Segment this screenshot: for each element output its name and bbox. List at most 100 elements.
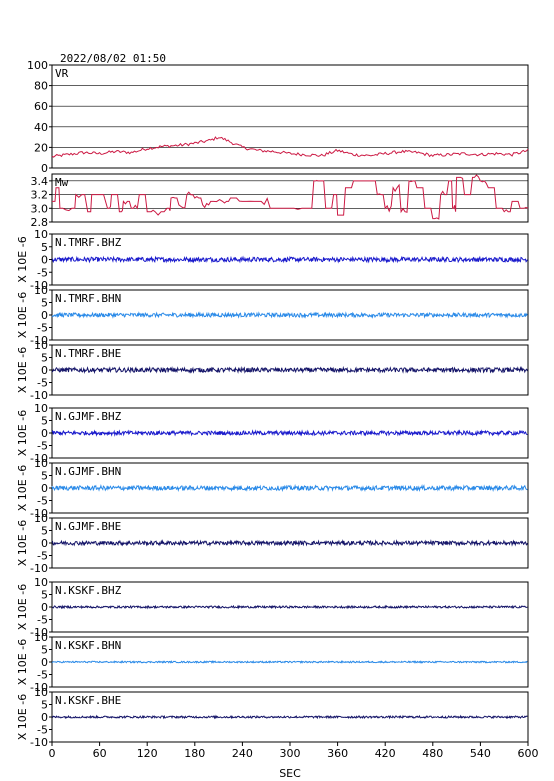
y-tick-label: 5 (41, 470, 48, 483)
series-line-kskf-bhz (51, 604, 528, 610)
x-tick-label: 180 (184, 747, 205, 760)
y-tick-label: -5 (37, 724, 48, 737)
x-axis-label: SEC (279, 767, 301, 780)
panel-label: N.GJMF.BHN (55, 465, 121, 478)
y-tick-label: 0 (41, 711, 48, 724)
y-tick-label: -10 (30, 507, 48, 520)
panel-label: N.KSKF.BHN (55, 639, 121, 652)
y-tick-label: -10 (30, 279, 48, 292)
y-axis-label: X 10E -6 (16, 639, 29, 685)
y-tick-label: -10 (30, 334, 48, 347)
series-line-gjmf-bhz (51, 429, 528, 437)
y-tick-label: 10 (34, 402, 48, 415)
x-tick-label: 540 (470, 747, 491, 760)
y-tick-label: -5 (37, 440, 48, 453)
y-axis-label: X 10E -6 (16, 236, 29, 282)
panel-label: N.TMRF.BHZ (55, 236, 122, 249)
y-tick-label: -10 (30, 626, 48, 639)
y-tick-label: -5 (37, 550, 48, 563)
x-tick-label: 360 (327, 747, 348, 760)
x-tick-label: 420 (375, 747, 396, 760)
series-line-mw (52, 174, 529, 220)
panel-label: Mw (55, 176, 69, 189)
y-tick-label: 0 (41, 537, 48, 550)
y-tick-label: 0 (41, 656, 48, 669)
panel-label: VR (55, 67, 69, 80)
y-tick-label: -5 (37, 377, 48, 390)
y-tick-label: 0 (41, 309, 48, 322)
y-axis-label: X 10E -6 (16, 347, 29, 393)
y-axis-label: X 10E -6 (16, 410, 29, 456)
y-tick-label: 0 (41, 601, 48, 614)
panel-frame (51, 64, 529, 169)
y-tick-label: -10 (30, 736, 48, 749)
x-tick-label: 60 (93, 747, 107, 760)
x-tick-label: 480 (422, 747, 443, 760)
y-tick-label: 40 (34, 121, 48, 134)
x-tick-label: 600 (518, 747, 539, 760)
panel-mw: 2.83.03.23.4 Mw (31, 173, 529, 229)
y-axis-label: X 10E -6 (16, 292, 29, 338)
series-line-gjmf-bhe (51, 539, 528, 547)
y-tick-label: -10 (30, 389, 48, 402)
y-tick-label: 10 (34, 631, 48, 644)
y-tick-label: 10 (34, 512, 48, 525)
y-tick-label: 5 (41, 589, 48, 602)
y-tick-label: -5 (37, 322, 48, 335)
y-axis-label: X 10E -6 (16, 520, 29, 566)
y-tick-label: -10 (30, 452, 48, 465)
y-tick-label: 0 (41, 254, 48, 267)
y-tick-label: 10 (34, 576, 48, 589)
panel-label: N.KSKF.BHE (55, 694, 121, 707)
x-tick-label: 300 (280, 747, 301, 760)
y-tick-label: -5 (37, 495, 48, 508)
y-tick-label: 20 (34, 141, 48, 154)
x-tick-label: 120 (137, 747, 158, 760)
series-line-tmrf-bhe (51, 365, 528, 375)
panel-label: N.TMRF.BHN (55, 292, 121, 305)
y-tick-label: 0 (41, 162, 48, 175)
y-tick-label: 5 (41, 241, 48, 254)
y-tick-label: -5 (37, 614, 48, 627)
series-line-kskf-bhe (51, 714, 528, 720)
y-axis-label: X 10E -6 (16, 584, 29, 630)
y-tick-label: 60 (34, 100, 48, 113)
panel-label: N.GJMF.BHZ (55, 410, 122, 423)
y-tick-label: 5 (41, 525, 48, 538)
y-tick-label: -5 (37, 266, 48, 279)
series-line-gjmf-bhn (51, 483, 528, 493)
y-tick-label: 3.0 (31, 202, 49, 215)
y-tick-label: -5 (37, 669, 48, 682)
y-tick-label: 5 (41, 297, 48, 310)
x-tick-label: 0 (49, 747, 56, 760)
y-tick-label: -10 (30, 681, 48, 694)
y-tick-label: -10 (30, 562, 48, 575)
y-tick-label: 2.8 (31, 216, 49, 229)
y-tick-label: 10 (34, 686, 48, 699)
y-tick-label: 10 (34, 339, 48, 352)
series-line-tmrf-bhz (51, 255, 528, 264)
y-tick-label: 5 (41, 644, 48, 657)
panel-label: N.KSKF.BHZ (55, 584, 122, 597)
series-line-tmrf-bhn (51, 311, 528, 319)
y-tick-label: 5 (41, 699, 48, 712)
panel-label: N.GJMF.BHE (55, 520, 121, 533)
y-tick-label: 3.2 (31, 189, 49, 202)
y-tick-label: 0 (41, 427, 48, 440)
y-tick-label: 10 (34, 284, 48, 297)
y-tick-label: 3.4 (31, 175, 49, 188)
y-tick-label: 100 (27, 59, 48, 72)
panel-vr: 0 20 40 60 80 100 VR (27, 59, 529, 175)
panel-label: N.TMRF.BHE (55, 347, 121, 360)
y-tick-label: 0 (41, 364, 48, 377)
